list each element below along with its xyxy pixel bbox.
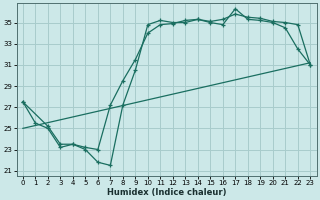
X-axis label: Humidex (Indice chaleur): Humidex (Indice chaleur) bbox=[107, 188, 226, 197]
